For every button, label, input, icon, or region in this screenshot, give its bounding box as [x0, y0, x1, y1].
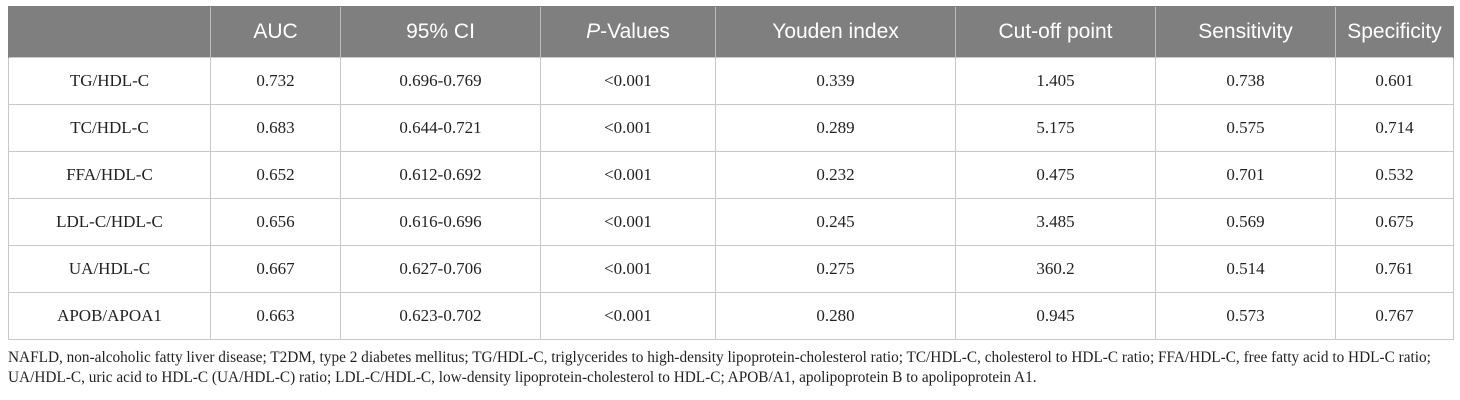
cell-specificity: 0.675	[1335, 198, 1454, 246]
cell-cutoff: 1.405	[955, 57, 1156, 105]
cell-pvalue: <0.001	[540, 104, 716, 152]
cell-sensitivity: 0.701	[1155, 151, 1336, 199]
cell-index-ratio: FFA/HDL-C	[8, 151, 211, 199]
cell-youden: 0.245	[715, 198, 956, 246]
header-cell-ci: 95% CI	[340, 6, 541, 58]
table-row: LDL-C/HDL-C 0.656 0.616-0.696 <0.001 0.245 3.…	[8, 198, 1454, 246]
cell-index-ratio: UA/HDL-C	[8, 245, 211, 293]
cell-cutoff: 3.485	[955, 198, 1156, 246]
cell-cutoff: 0.475	[955, 151, 1156, 199]
table-header: AUC 95% CI P-Values Youden index Cut-off…	[8, 6, 1454, 58]
header-row: AUC 95% CI P-Values Youden index Cut-off…	[8, 6, 1454, 58]
cell-specificity: 0.532	[1335, 151, 1454, 199]
table-row: APOB/APOA1 0.663 0.623-0.702 <0.001 0.280 0.9…	[8, 292, 1454, 340]
header-cell-pvalues: P-Values	[540, 6, 716, 58]
cell-ci: 0.696-0.769	[340, 57, 541, 105]
cell-specificity: 0.601	[1335, 57, 1454, 105]
cell-youden: 0.280	[715, 292, 956, 340]
header-p-suffix: -Values	[600, 20, 670, 43]
roc-table: AUC 95% CI P-Values Youden index Cut-off…	[8, 6, 1454, 340]
cell-pvalue: <0.001	[540, 245, 716, 293]
header-cell-blank	[8, 6, 211, 58]
cell-sensitivity: 0.514	[1155, 245, 1336, 293]
cell-cutoff: 360.2	[955, 245, 1156, 293]
cell-specificity: 0.761	[1335, 245, 1454, 293]
cell-index-ratio: TC/HDL-C	[8, 104, 211, 152]
cell-youden: 0.289	[715, 104, 956, 152]
cell-ci: 0.644-0.721	[340, 104, 541, 152]
cell-sensitivity: 0.575	[1155, 104, 1336, 152]
cell-index-ratio: LDL-C/HDL-C	[8, 198, 211, 246]
table-footnote: NAFLD, non-alcoholic fatty liver disease…	[8, 349, 1431, 386]
cell-auc: 0.656	[210, 198, 341, 246]
header-cell-sensitivity: Sensitivity	[1155, 6, 1336, 58]
cell-cutoff: 5.175	[955, 104, 1156, 152]
table-row: TG/HDL-C 0.732 0.696-0.769 <0.001 0.339 1.405…	[8, 57, 1454, 105]
header-p-italic: P	[586, 20, 601, 43]
table-row: UA/HDL-C 0.667 0.627-0.706 <0.001 0.275 360.2…	[8, 245, 1454, 293]
cell-pvalue: <0.001	[540, 57, 716, 105]
cell-youden: 0.339	[715, 57, 956, 105]
cell-specificity: 0.714	[1335, 104, 1454, 152]
cell-auc: 0.732	[210, 57, 341, 105]
cell-ci: 0.616-0.696	[340, 198, 541, 246]
header-cell-youden: Youden index	[715, 6, 956, 58]
cell-sensitivity: 0.573	[1155, 292, 1336, 340]
table-row: TC/HDL-C 0.683 0.644-0.721 <0.001 0.289 5.175…	[8, 104, 1454, 152]
cell-pvalue: <0.001	[540, 198, 716, 246]
cell-pvalue: <0.001	[540, 151, 716, 199]
cell-index-ratio: APOB/APOA1	[8, 292, 211, 340]
roc-table-container: AUC 95% CI P-Values Youden index Cut-off…	[8, 6, 1454, 340]
header-cell-cutoff: Cut-off point	[955, 6, 1156, 58]
cell-ci: 0.627-0.706	[340, 245, 541, 293]
cell-index-ratio: TG/HDL-C	[8, 57, 211, 105]
table-row: FFA/HDL-C 0.652 0.612-0.692 <0.001 0.232 0.47…	[8, 151, 1454, 199]
header-cell-specificity: Specificity	[1335, 6, 1454, 58]
cell-sensitivity: 0.738	[1155, 57, 1336, 105]
cell-youden: 0.275	[715, 245, 956, 293]
cell-sensitivity: 0.569	[1155, 198, 1336, 246]
cell-pvalue: <0.001	[540, 292, 716, 340]
cell-specificity: 0.767	[1335, 292, 1454, 340]
table-body: TG/HDL-C 0.732 0.696-0.769 <0.001 0.339 1.405…	[8, 57, 1454, 340]
cell-cutoff: 0.945	[955, 292, 1156, 340]
cell-auc: 0.683	[210, 104, 341, 152]
cell-youden: 0.232	[715, 151, 956, 199]
header-cell-auc: AUC	[210, 6, 341, 58]
cell-ci: 0.623-0.702	[340, 292, 541, 340]
cell-auc: 0.652	[210, 151, 341, 199]
cell-auc: 0.663	[210, 292, 341, 340]
cell-auc: 0.667	[210, 245, 341, 293]
cell-ci: 0.612-0.692	[340, 151, 541, 199]
